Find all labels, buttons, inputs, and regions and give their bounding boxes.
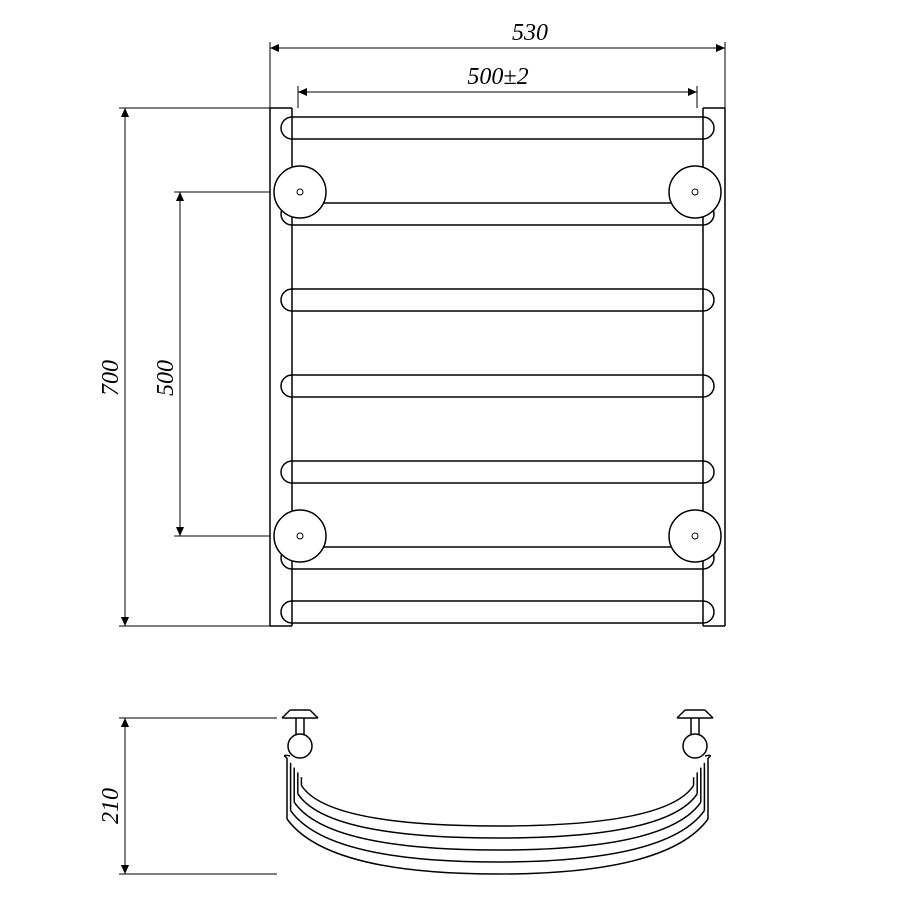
dim-label: 500±2 [467,64,528,90]
dim-label: 700 [98,360,124,396]
dim-label: 500 [153,360,179,396]
technical-drawing: 530 500±2 700 500 210 [0,0,900,900]
dim-label: 210 [98,788,124,824]
front-view [270,108,725,626]
top-view [282,710,713,874]
dim-label: 530 [512,20,548,46]
